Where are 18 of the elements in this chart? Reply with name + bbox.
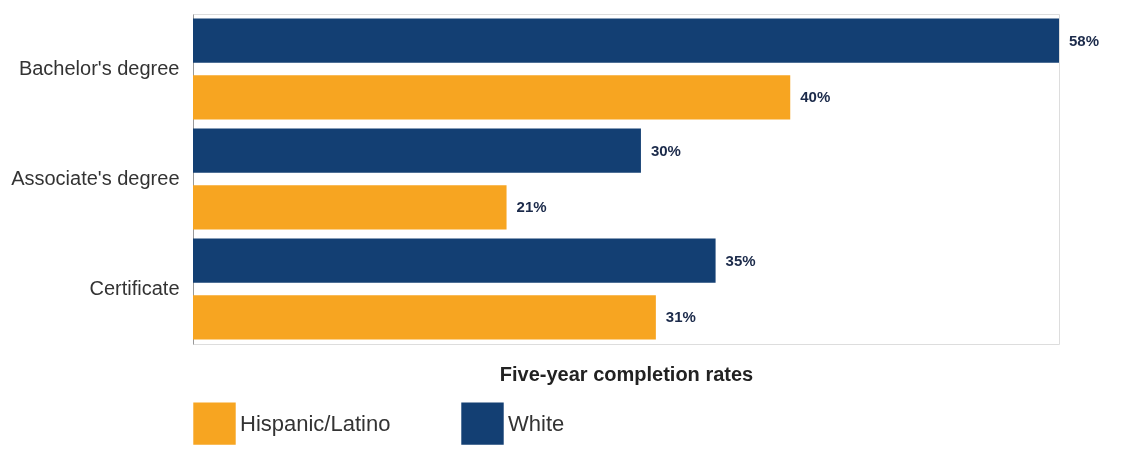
x-axis-title: Five-year completion rates (499, 362, 754, 385)
y-tick-label: Certificate (89, 277, 180, 299)
data-label: 35% (725, 251, 756, 269)
y-tick-label: Bachelor's degree (18, 57, 180, 79)
data-label: 58% (1069, 31, 1100, 49)
y-tick-label: Associate's degree (11, 167, 180, 189)
data-label: 31% (665, 308, 696, 326)
bar (193, 128, 641, 173)
bar (193, 238, 716, 283)
bar (193, 185, 507, 230)
legend-label: Hispanic/Latino (240, 410, 391, 436)
bar (193, 75, 791, 120)
data-label: 21% (516, 198, 547, 216)
bar (193, 18, 1059, 63)
legend-label: White (508, 410, 565, 436)
bar (193, 295, 656, 340)
data-label: 40% (800, 88, 831, 106)
data-label: 30% (650, 141, 681, 159)
